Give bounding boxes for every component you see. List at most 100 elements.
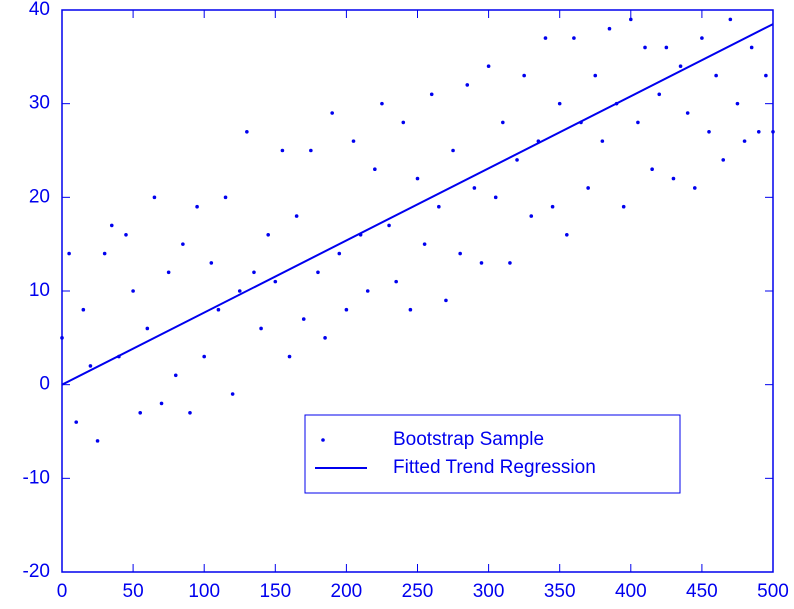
point — [323, 336, 327, 340]
point — [721, 158, 726, 162]
point — [550, 204, 555, 209]
legend-marker — [321, 438, 325, 442]
point — [664, 45, 669, 50]
point — [223, 195, 228, 200]
point — [316, 270, 320, 275]
point — [742, 139, 747, 143]
x-tick-label: 450 — [686, 581, 718, 602]
x-tick-label: 0 — [57, 581, 68, 602]
point — [429, 92, 434, 97]
point — [216, 307, 221, 312]
point — [685, 111, 690, 115]
point — [280, 148, 285, 153]
point — [365, 289, 370, 293]
point — [230, 392, 235, 396]
point — [458, 251, 462, 256]
point — [629, 17, 633, 22]
y-tick-label: -10 — [23, 467, 50, 488]
point — [145, 326, 150, 331]
x-tick-label: 250 — [402, 581, 434, 602]
point — [209, 261, 214, 265]
x-tick-label: 300 — [473, 581, 505, 602]
point — [387, 223, 391, 228]
point — [593, 73, 598, 78]
point — [600, 139, 605, 143]
x-tick-label: 100 — [188, 581, 220, 602]
point — [181, 242, 185, 246]
point — [408, 307, 413, 312]
point — [131, 289, 135, 293]
point — [301, 317, 306, 321]
point — [714, 73, 718, 78]
x-tick-label: 150 — [259, 581, 291, 602]
point — [771, 129, 775, 134]
legend-box — [304, 414, 681, 494]
point — [451, 148, 455, 153]
point — [671, 176, 676, 181]
point — [707, 129, 711, 134]
x-tick-label: 350 — [544, 581, 576, 602]
y-tick-label: 20 — [29, 186, 50, 207]
point — [472, 186, 477, 190]
point — [252, 270, 256, 275]
point — [373, 167, 377, 172]
point — [437, 204, 441, 209]
point — [636, 120, 640, 125]
point — [309, 148, 313, 153]
point — [337, 251, 342, 256]
point — [266, 233, 270, 237]
point — [728, 17, 733, 22]
point — [756, 129, 761, 134]
y-tick-label: 30 — [29, 93, 50, 114]
point — [152, 195, 157, 200]
point — [159, 401, 164, 406]
point — [657, 92, 662, 97]
point — [522, 73, 526, 78]
x-tick-label: 50 — [123, 581, 144, 602]
point — [294, 214, 299, 218]
point — [650, 167, 654, 172]
point — [287, 354, 292, 359]
point — [245, 129, 249, 134]
point — [166, 270, 171, 275]
point — [102, 251, 107, 256]
point — [394, 279, 398, 284]
y-tick-label: 10 — [29, 280, 50, 301]
point — [259, 326, 263, 331]
legend: Bootstrap Sample Fitted Trend Regression — [304, 414, 681, 494]
point — [529, 214, 534, 218]
point — [95, 439, 100, 443]
point — [621, 204, 626, 209]
point — [81, 307, 86, 312]
x-tick-label: 500 — [757, 581, 789, 602]
point — [422, 242, 427, 246]
point — [735, 101, 740, 106]
x-tick-label: 400 — [615, 581, 647, 602]
point — [237, 289, 242, 293]
point — [344, 307, 349, 312]
point — [74, 420, 79, 424]
trend-line — [61, 23, 774, 386]
point — [138, 410, 143, 415]
y-tick-label: 40 — [29, 0, 50, 20]
y-tick-label: 0 — [39, 374, 50, 395]
point — [351, 139, 356, 143]
point — [88, 364, 93, 368]
point — [508, 261, 512, 265]
point — [479, 261, 484, 265]
point — [749, 45, 754, 50]
point — [501, 120, 505, 125]
point — [557, 101, 562, 106]
point — [586, 186, 590, 190]
point — [465, 83, 470, 87]
point — [415, 176, 420, 181]
point — [764, 73, 768, 78]
point — [330, 111, 334, 115]
point — [401, 120, 406, 125]
point — [543, 36, 548, 40]
point — [565, 233, 569, 237]
point — [692, 186, 697, 190]
legend-label: Fitted Trend Regression — [393, 457, 596, 478]
